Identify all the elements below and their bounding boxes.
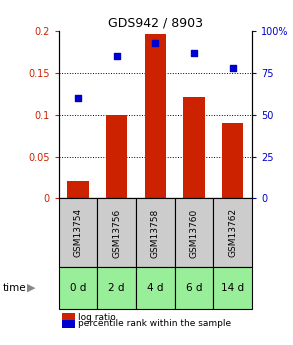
- Bar: [175, 267, 213, 309]
- Text: GSM13754: GSM13754: [74, 208, 82, 257]
- Text: GSM13762: GSM13762: [228, 208, 237, 257]
- Text: percentile rank within the sample: percentile rank within the sample: [78, 319, 231, 328]
- Point: [192, 50, 196, 56]
- Text: 2 d: 2 d: [108, 283, 125, 293]
- Text: GSM13756: GSM13756: [112, 208, 121, 257]
- Text: log ratio: log ratio: [78, 313, 115, 322]
- Text: 4 d: 4 d: [147, 283, 163, 293]
- Bar: [59, 198, 97, 267]
- Text: 0 d: 0 d: [70, 283, 86, 293]
- Bar: [106, 115, 127, 198]
- Text: ▶: ▶: [26, 283, 35, 293]
- Text: GSM13758: GSM13758: [151, 208, 160, 257]
- Text: 6 d: 6 d: [186, 283, 202, 293]
- Point: [76, 95, 80, 101]
- Bar: [222, 123, 243, 198]
- Point: [230, 65, 235, 71]
- Text: time: time: [3, 283, 27, 293]
- Bar: [136, 198, 175, 267]
- Bar: [67, 181, 88, 198]
- Bar: [213, 198, 252, 267]
- Bar: [136, 267, 175, 309]
- Title: GDS942 / 8903: GDS942 / 8903: [108, 17, 203, 30]
- Bar: [59, 267, 97, 309]
- Bar: [183, 97, 205, 198]
- Bar: [175, 198, 213, 267]
- Text: 14 d: 14 d: [221, 283, 244, 293]
- Point: [153, 40, 158, 46]
- Text: GSM13760: GSM13760: [190, 208, 198, 257]
- Point: [114, 53, 119, 59]
- Bar: [213, 267, 252, 309]
- Bar: [97, 198, 136, 267]
- Bar: [145, 33, 166, 198]
- Bar: [97, 267, 136, 309]
